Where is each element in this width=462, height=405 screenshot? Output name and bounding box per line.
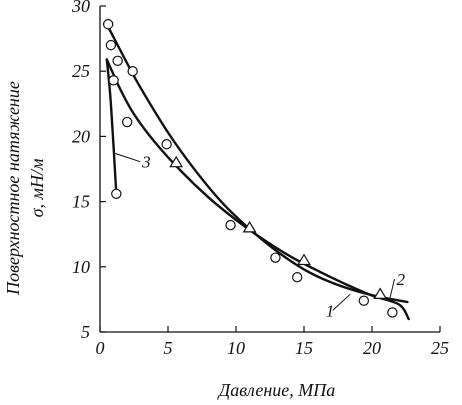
x-tick-label: 10 [227, 338, 245, 358]
series-1-point [387, 307, 398, 318]
x-tick-label: 15 [295, 338, 313, 358]
curve-1-leader [332, 293, 351, 311]
y-tick-label: 30 [71, 0, 90, 16]
series-1-point [225, 219, 236, 231]
series-3-point [111, 188, 122, 199]
series-1-point [108, 75, 119, 86]
curve-1-label: 1 [326, 301, 335, 320]
series-1-line [105, 58, 410, 321]
curve-3-label: 3 [141, 153, 151, 172]
y-axis-title-line1: Поверхностное натяжение [3, 81, 23, 296]
y-tick-label: 20 [72, 126, 90, 146]
series-2-triangle-point [242, 220, 257, 233]
series-2-point [112, 55, 123, 66]
series-1-point [161, 139, 172, 150]
series-2-point [102, 19, 114, 30]
y-tick-label: 10 [72, 257, 90, 277]
series-2-point [127, 65, 138, 77]
y-tick-label: 5 [81, 322, 90, 342]
series-2-triangle-point [169, 155, 184, 168]
curve-2-label: 2 [396, 270, 405, 289]
curve-2-leader [389, 278, 395, 300]
x-tick-label: 5 [164, 338, 173, 358]
series-1-point [358, 295, 370, 306]
series-2-line [105, 23, 409, 304]
y-tick-label: 15 [72, 192, 90, 212]
series-2-triangle-point [373, 287, 388, 299]
y-axis-title: Поверхностное натяжение σ, мН/м [3, 81, 47, 296]
x-axis-title: Давление, МПа [217, 380, 335, 400]
curve-3-leader [114, 152, 141, 163]
series-1-point [270, 252, 281, 263]
series-1-point [121, 116, 133, 128]
y-tick-label: 25 [72, 61, 90, 81]
x-tick-label: 0 [96, 338, 105, 358]
series-2-triangle-point [297, 253, 311, 266]
series-3-line [105, 58, 118, 195]
series-2-point [105, 39, 117, 51]
x-tick-label: 20 [363, 338, 381, 358]
x-tick-label: 25 [431, 338, 449, 358]
y-axis-title-line2: σ, мН/м [27, 158, 47, 217]
series-1-point [292, 272, 303, 283]
